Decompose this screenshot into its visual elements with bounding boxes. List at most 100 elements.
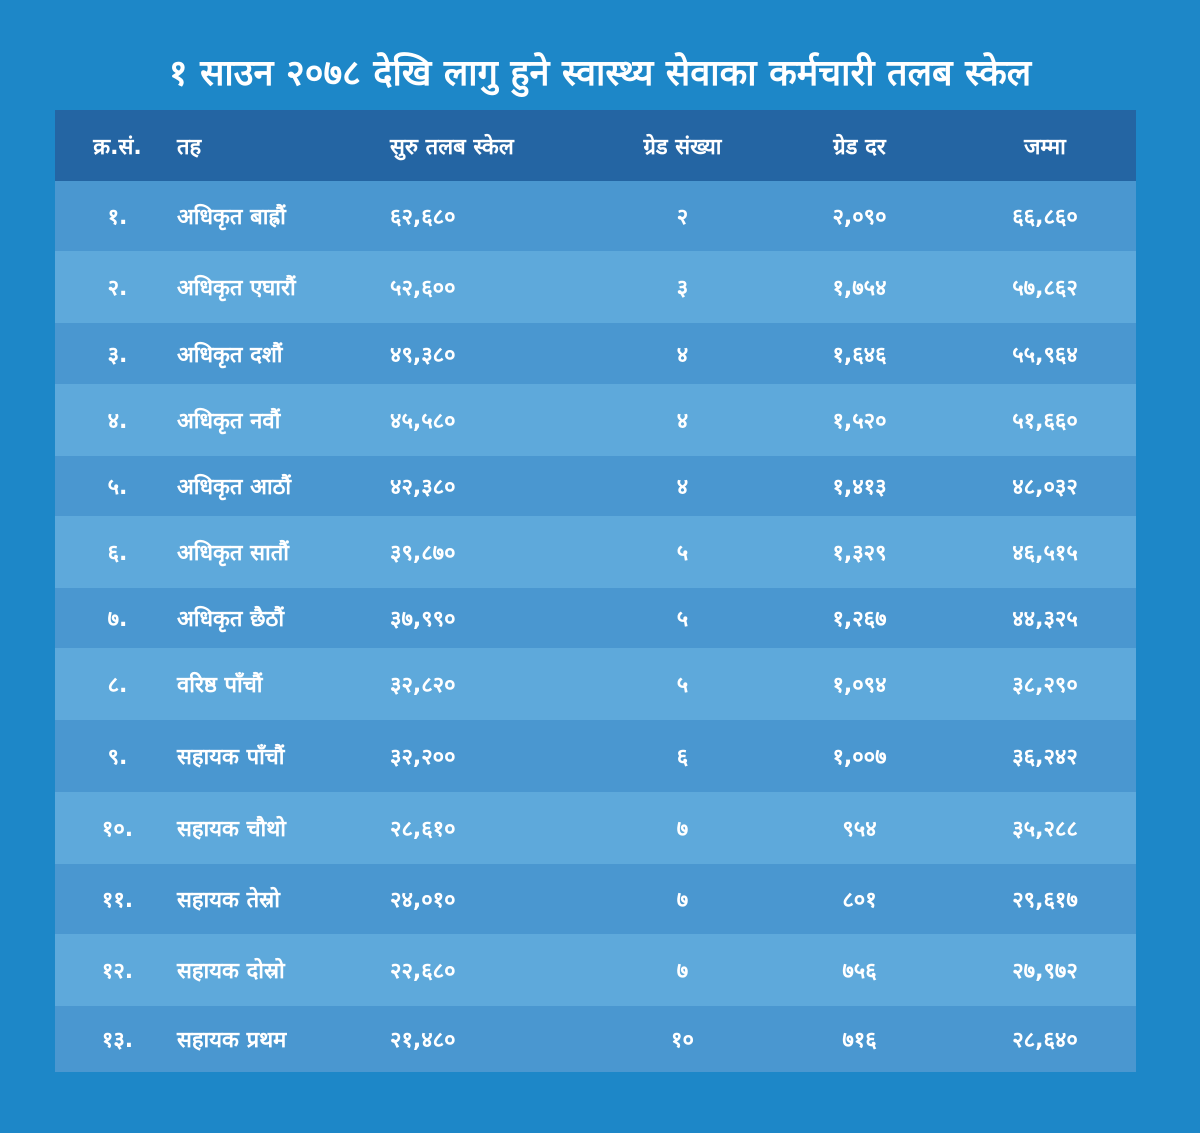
row-base-scale: ४५,५८०	[390, 409, 456, 434]
header-level: तह	[177, 134, 202, 160]
row-level: अधिकृत दशौं	[177, 342, 283, 368]
row-level: अधिकृत आठौं	[177, 475, 292, 500]
row-total: ६६,८६०	[1012, 205, 1078, 230]
row-level: अधिकृत छैठौं	[177, 607, 285, 632]
row-total: २८,६४०	[1012, 1028, 1078, 1053]
row-serial: १२.	[101, 959, 134, 984]
row-total: ५५,९६४	[1012, 342, 1078, 368]
table-row: ७. अधिकृत छैठौं ३७,९९० ५ १,२६७ ४४,३२५	[55, 588, 1136, 648]
table-row: ८. वरिष्ठ पाँचौं ३२,८२० ५ १,०९४ ३८,२९०	[55, 648, 1136, 720]
row-base-scale: ४२,३८०	[390, 475, 456, 500]
row-base-scale: २८,६१०	[390, 817, 456, 842]
row-base-scale: ३९,८७०	[390, 541, 456, 566]
table-row: ३. अधिकृत दशौं ४९,३८० ४ १,६४६ ५५,९६४	[55, 323, 1136, 384]
row-grade-rate: ८०१	[842, 888, 877, 913]
salary-scale-table: क्र.सं. तह सुरु तलब स्केल ग्रेड संख्या ग…	[55, 110, 1136, 1072]
row-base-scale: ६२,६८०	[390, 205, 456, 230]
row-grade-count: ६	[676, 745, 689, 770]
row-grade-count: १०	[671, 1028, 694, 1053]
header-serial: क्र.सं.	[93, 134, 142, 160]
table-header-row: क्र.सं. तह सुरु तलब स्केल ग्रेड संख्या ग…	[55, 110, 1136, 181]
table-row: ९. सहायक पाँचौं ३२,२०० ६ १,००७ ३६,२४२	[55, 720, 1136, 792]
row-level: अधिकृत बाह्रौं	[177, 205, 286, 230]
row-base-scale: ४९,३८०	[390, 342, 456, 368]
row-level: सहायक तेस्रो	[177, 888, 280, 913]
row-serial: १३.	[101, 1028, 134, 1053]
row-total: ३६,२४२	[1012, 745, 1078, 770]
table-body: १. अधिकृत बाह्रौं ६२,६८० २ २,०९० ६६,८६० २. अधिक…	[55, 181, 1136, 1072]
row-grade-rate: १,६४६	[832, 342, 887, 368]
table-row: ५. अधिकृत आठौं ४२,३८० ४ १,४१३ ४८,०३२	[55, 456, 1136, 516]
table-row: १२. सहायक दोस्रो २२,६८० ७ ७५६ २७,९७२	[55, 934, 1136, 1006]
row-level: अधिकृत नवौं	[177, 409, 281, 434]
row-grade-rate: १,००७	[832, 745, 887, 770]
row-grade-count: २	[676, 205, 689, 230]
row-level: सहायक चौथो	[177, 817, 286, 842]
row-base-scale: २२,६८०	[390, 959, 456, 984]
row-serial: ५.	[107, 475, 128, 500]
row-level: अधिकृत एघारौं	[177, 276, 296, 301]
row-base-scale: २४,०१०	[390, 888, 456, 913]
row-grade-rate: १,३२९	[832, 541, 887, 566]
header-total: जम्मा	[1024, 134, 1066, 160]
row-grade-count: ३	[676, 276, 689, 301]
header-grade-rate: ग्रेड दर	[833, 134, 886, 160]
header-grade-count: ग्रेड संख्या	[643, 134, 722, 160]
row-total: ५७,८६२	[1012, 276, 1078, 301]
row-base-scale: ३७,९९०	[390, 607, 456, 632]
row-serial: ३.	[107, 342, 128, 368]
row-grade-count: ४	[676, 475, 689, 500]
row-total: ५१,६६०	[1012, 409, 1078, 434]
row-grade-rate: १,२६७	[832, 607, 887, 632]
table-row: १०. सहायक चौथो २८,६१० ७ ९५४ ३५,२८८	[55, 792, 1136, 864]
row-total: ३८,२९०	[1012, 673, 1078, 698]
table-row: ६. अधिकृत सातौं ३९,८७० ५ १,३२९ ४६,५१५	[55, 516, 1136, 588]
row-serial: ६.	[107, 541, 128, 566]
row-serial: २.	[107, 276, 128, 301]
row-total: २९,६१७	[1012, 888, 1078, 913]
row-grade-count: ७	[676, 959, 689, 984]
row-level: सहायक प्रथम	[177, 1028, 287, 1053]
row-grade-count: ४	[676, 409, 689, 434]
row-grade-rate: २,०९०	[832, 205, 887, 230]
row-total: ४६,५१५	[1012, 541, 1078, 566]
table-row: २. अधिकृत एघारौं ५२,६०० ३ १,७५४ ५७,८६२	[55, 251, 1136, 323]
row-total: ३५,२८८	[1012, 817, 1078, 842]
row-grade-count: ५	[676, 541, 689, 566]
row-serial: ११.	[101, 888, 134, 913]
row-grade-rate: १,०९४	[832, 673, 887, 698]
row-grade-rate: ९५४	[842, 817, 877, 842]
row-serial: १०.	[101, 817, 134, 842]
table-row: १. अधिकृत बाह्रौं ६२,६८० २ २,०९० ६६,८६०	[55, 181, 1136, 251]
row-grade-count: ७	[676, 817, 689, 842]
row-serial: ७.	[107, 607, 128, 632]
row-total: ४८,०३२	[1012, 475, 1078, 500]
row-base-scale: ३२,२००	[390, 745, 456, 770]
row-grade-rate: १,७५४	[832, 276, 887, 301]
table-row: १३. सहायक प्रथम २१,४८० १० ७१६ २८,६४०	[55, 1006, 1136, 1072]
row-grade-count: ५	[676, 673, 689, 698]
row-base-scale: ३२,८२०	[390, 673, 456, 698]
row-total: २७,९७२	[1012, 959, 1078, 984]
row-grade-rate: ७१६	[842, 1028, 877, 1053]
row-level: अधिकृत सातौं	[177, 541, 289, 566]
row-grade-count: ५	[676, 607, 689, 632]
table-row: ४. अधिकृत नवौं ४५,५८० ४ १,५२० ५१,६६०	[55, 384, 1136, 456]
row-grade-rate: १,५२०	[832, 409, 887, 434]
header-base-scale: सुरु तलब स्केल	[390, 134, 514, 160]
row-grade-count: ४	[676, 342, 689, 368]
row-base-scale: ५२,६००	[390, 276, 456, 301]
row-level: सहायक दोस्रो	[177, 959, 285, 984]
row-level: वरिष्ठ पाँचौं	[177, 673, 263, 698]
table-row: ११. सहायक तेस्रो २४,०१० ७ ८०१ २९,६१७	[55, 864, 1136, 934]
row-serial: ९.	[107, 745, 128, 770]
row-serial: १.	[107, 205, 128, 230]
row-level: सहायक पाँचौं	[177, 745, 285, 770]
row-serial: ८.	[107, 673, 128, 698]
page-title: १ साउन २०७८ देखि लागु हुने स्वास्थ्य सेव…	[168, 53, 1032, 94]
row-base-scale: २१,४८०	[390, 1028, 456, 1053]
row-grade-count: ७	[676, 888, 689, 913]
row-grade-rate: ७५६	[842, 959, 877, 984]
row-total: ४४,३२५	[1012, 607, 1078, 632]
row-serial: ४.	[107, 409, 128, 434]
